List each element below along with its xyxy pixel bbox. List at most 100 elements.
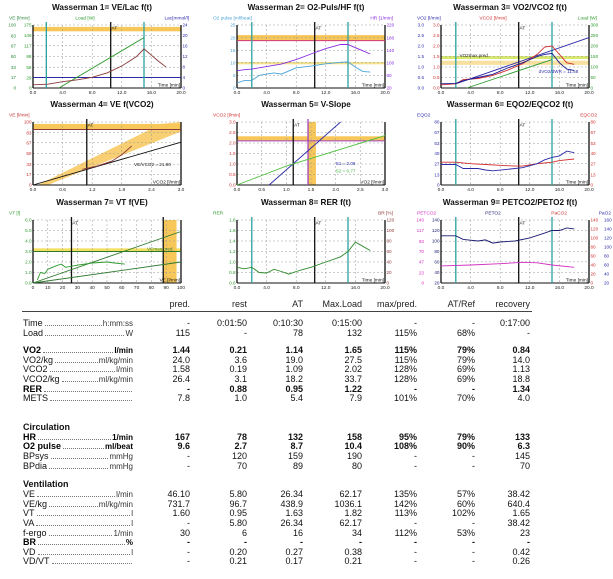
cell-at: 1.14 <box>285 345 303 356</box>
parameter-name: VD <box>23 546 36 557</box>
table-section: Time h:mm:ss -0:01:50 0:10:30 0:15:00- -0:17:… <box>0 318 613 339</box>
x-tick-label: 20.0 <box>380 285 390 291</box>
reference-band <box>237 62 385 65</box>
cell-atref: - <box>472 517 475 528</box>
y-tick-label-left: 13 <box>434 172 440 177</box>
y-tick-label-right2: 140 <box>604 227 612 232</box>
series-line-3 <box>440 45 575 86</box>
cell-rest: 78 <box>236 431 247 442</box>
y-right-axis-label: BR [%] <box>378 211 393 217</box>
x-tick-label: 2.4 <box>148 187 155 193</box>
y-tick-label-left: 0 <box>233 86 236 91</box>
y-tick-label-left: 27 <box>434 161 440 166</box>
x-tick-label: 0 <box>32 285 35 291</box>
cell-at: 89 <box>292 460 303 471</box>
row-label: BPsys mmHg <box>23 451 133 462</box>
y-tick-label-right: 13 <box>591 172 597 177</box>
y-tick-label-right: 140 <box>591 218 599 223</box>
chart-svg: Wasserman 6= EQO2/EQCO2 f(t) 0.0 4.0 8.0 12.… <box>417 100 597 193</box>
x-tick-label: 12.0 <box>321 285 331 291</box>
y-tick-label-left: 117 <box>417 228 425 233</box>
cell-pred: - <box>187 546 190 557</box>
y-tick-label-right2: 120 <box>604 236 612 241</box>
reference-band <box>308 122 316 185</box>
y-tick-label-left: 2.0 <box>25 260 32 265</box>
chart-title: Wasserman 1= VE/Lac f(t) <box>52 3 152 12</box>
cell-atref: - <box>472 546 475 557</box>
x-tick-label: 0.5 <box>258 187 265 193</box>
y-tick-label-left: 67 <box>11 43 17 48</box>
cell-recovery: 18.8 <box>512 373 530 384</box>
cell-rest: 96.7 <box>229 498 247 509</box>
y-left2-axis-label: PETO2 <box>485 211 501 217</box>
y-tick-label-left: 1.8 <box>229 218 236 223</box>
y-tick-label-left2: 1.0 <box>433 65 440 70</box>
x-tick-label: 50 <box>104 285 110 291</box>
x-tick-label: 3.0 <box>382 187 389 193</box>
table-row: VA l - 5.80 26.34 62.17 - - 38.42 <box>0 517 613 529</box>
y-tick-label-left: 1.0 <box>418 65 425 70</box>
row-label: VT l <box>23 509 133 519</box>
dot-leader <box>37 553 131 555</box>
series-line-1 <box>32 141 182 186</box>
cell-maxpred: - <box>414 546 417 557</box>
parameter-unit: mmHg <box>109 451 133 461</box>
y-tick-label-right: 100 <box>387 228 395 233</box>
cell-rest: 5.80 <box>229 489 247 500</box>
x-axis-label: Time [min] <box>566 180 588 186</box>
dot-leader <box>63 447 104 450</box>
y-left-axis-label: VT [l] <box>9 211 20 217</box>
y-tick-label-right: 120 <box>387 218 395 223</box>
series-line-2 <box>236 135 386 186</box>
row-label: Time h:mm:ss <box>23 318 133 329</box>
cell-recovery: 38.42 <box>507 517 530 528</box>
x-tick-label: 20.0 <box>584 187 594 193</box>
parameter-name: Load <box>23 327 44 338</box>
y-tick-label-right2: 160 <box>604 218 612 223</box>
parameter-name: VE/kg <box>23 498 48 509</box>
at-label: AT <box>294 123 300 129</box>
parameter-unit: l/min <box>116 365 133 375</box>
y-tick-label-left: 0.6 <box>229 281 236 286</box>
series-line-1 <box>236 44 371 72</box>
y-tick-label-left: 100 <box>8 23 16 28</box>
row-label: Load W <box>23 327 133 339</box>
x-tick-label: 16.0 <box>351 90 361 96</box>
chart-svg: Wasserman 3= VO2/VCO2 f(t) 0.0 4.0 8.0 12.0 1… <box>417 3 599 96</box>
chart-title: Wasserman 9= PETCO2/PETO2 f(t) <box>443 198 578 207</box>
y-tick-label-right: 100 <box>387 61 395 66</box>
x-tick-label: 0.0 <box>438 285 445 291</box>
column-header: AT <box>292 299 303 309</box>
cell-rest: 1.0 <box>234 393 247 404</box>
at-label: AT <box>520 26 526 32</box>
cell-at: 1.09 <box>285 364 303 375</box>
y-tick-label-right: 53 <box>591 141 597 146</box>
x-tick-label: 16.0 <box>147 90 157 96</box>
column-header: Max.Load <box>322 299 362 309</box>
cell-at: 78 <box>292 327 303 338</box>
x-tick-label: 12.0 <box>525 187 535 193</box>
cell-recovery: 1.65 <box>512 508 530 519</box>
y-tick-label-left: 0.0 <box>25 281 32 286</box>
cell-maxload: 1.65 <box>344 345 362 356</box>
table-row: BPdia mmHg - 70 89 80 - - 70 <box>0 460 613 472</box>
cell-recovery: 4.0 <box>517 393 530 404</box>
at-label: AT <box>316 26 322 32</box>
y-tick-label-left: 83 <box>26 130 32 135</box>
cell-maxpred: 101% <box>393 393 417 404</box>
cell-maxload: 7.9 <box>349 393 362 404</box>
x-tick-label: 16.0 <box>555 90 565 96</box>
cell-recovery: 145 <box>514 450 530 461</box>
y-tick-label-left: 2.0 <box>229 141 236 146</box>
y-tick-label-right: 12 <box>183 54 189 59</box>
at-label: AT <box>72 221 78 227</box>
series-line-1 <box>455 37 590 85</box>
y-tick-label-left: 3.0 <box>229 120 236 125</box>
cell-maxload: 132 <box>346 327 362 338</box>
cell-maxload: - <box>359 537 362 548</box>
cell-pred: 30 <box>179 527 190 538</box>
chart-wasserman-1: Wasserman 1= VE/Lac f(t) 0.0 4.0 8.0 12.0 16.… <box>0 0 205 97</box>
row-label: VD l <box>23 546 133 558</box>
chart-title: Wasserman 3= VO2/VCO2 f(t) <box>453 3 567 12</box>
chart-svg: Wasserman 5= V-Slope 0.0 0.5 1.0 1.5 2.0 2.5 3.… <box>213 100 389 193</box>
